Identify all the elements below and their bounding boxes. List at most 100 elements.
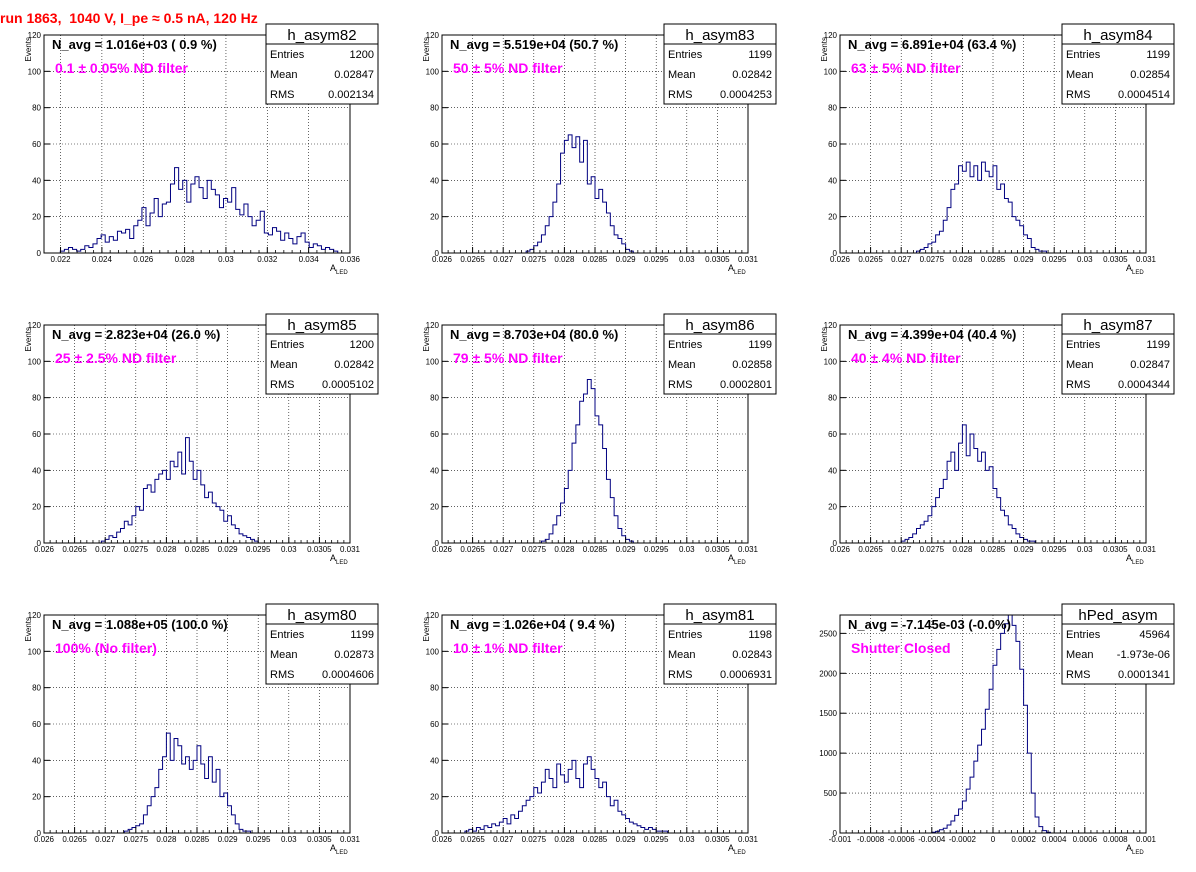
stat-value: -1.973e-06	[1117, 649, 1170, 661]
x-axis-label: ALED	[1126, 843, 1144, 856]
x-tick-label: 0.026	[432, 545, 453, 554]
x-axis-label-sub: LED	[1132, 850, 1144, 856]
histogram-title: hPed_asym	[1078, 607, 1157, 624]
x-tick-label: 0.0275	[522, 545, 547, 554]
x-tick-label: 0.029	[616, 255, 637, 264]
x-tick-label: 0.027	[493, 255, 514, 264]
stat-label: Mean	[1066, 359, 1094, 371]
x-tick-label: 0.0285	[185, 835, 210, 844]
x-tick-label: -0.0006	[888, 835, 916, 844]
x-tick-label: 0.0295	[246, 835, 271, 844]
x-tick-label: 0.0285	[583, 545, 608, 554]
y-tick-label: 20	[828, 503, 837, 512]
x-axis-label-sub: LED	[734, 560, 746, 566]
x-tick-label: 0.028	[156, 835, 177, 844]
x-tick-label: 0.0004	[1042, 835, 1067, 844]
stat-label: Mean	[270, 649, 298, 661]
x-tick-label: 0.03	[281, 835, 297, 844]
x-tick-label: 0.031	[340, 545, 361, 554]
y-axis-label: Events	[24, 617, 33, 641]
x-axis-label: ALED	[330, 263, 348, 276]
x-axis-label: ALED	[728, 843, 746, 856]
y-tick-label: 80	[32, 394, 41, 403]
x-axis-label-main: A	[330, 263, 336, 273]
histogram-panel-4: 0.026 0.0265 0.027 0.0275 0.028 0.0285 0.029 0.…	[24, 313, 379, 566]
x-tick-label: 0.0295	[644, 255, 669, 264]
stat-label: Mean	[668, 649, 696, 661]
stat-label: Mean	[270, 359, 298, 371]
navg-label: N_avg = -7.145e-03 (-0.0%)	[848, 617, 1011, 632]
stat-value: 1199	[350, 629, 374, 641]
x-axis-label-sub: LED	[1132, 270, 1144, 276]
x-axis-label-main: A	[330, 843, 336, 853]
stat-label: Entries	[1066, 339, 1101, 351]
x-tick-label: 0.031	[738, 835, 759, 844]
stat-value: 0.0005102	[322, 379, 374, 391]
filter-note: 40 ± 4% ND filter	[851, 350, 961, 366]
x-tick-label: 0.027	[95, 545, 116, 554]
stat-label: RMS	[1066, 379, 1090, 391]
y-tick-label: 100	[824, 357, 838, 366]
x-tick-label: 0.032	[257, 255, 278, 264]
stat-value: 0.0001341	[1118, 669, 1170, 681]
stat-label: Mean	[1066, 69, 1094, 81]
x-tick-label: 0.0305	[307, 835, 332, 844]
histogram-panel-3: 0.026 0.0265 0.027 0.0275 0.028 0.0285 0.029 0.…	[820, 23, 1175, 276]
x-tick-label: 0.028	[952, 255, 973, 264]
stats-box	[265, 603, 379, 685]
y-tick-label: 2000	[819, 669, 837, 678]
stat-label: RMS	[270, 89, 294, 101]
x-tick-label: 0.0265	[858, 545, 883, 554]
x-axis-label-main: A	[728, 843, 734, 853]
filter-note: 10 ± 1% ND filter	[453, 640, 563, 656]
stat-value: 0.02842	[732, 69, 772, 81]
navg-label: N_avg = 2.823e+04 (26.0 %)	[52, 327, 220, 342]
y-tick-label: 0	[435, 249, 440, 258]
x-axis-label: ALED	[1126, 263, 1144, 276]
y-tick-label: 0	[833, 829, 838, 838]
histogram-title: h_asym82	[287, 27, 356, 44]
x-tick-label: 0.029	[616, 835, 637, 844]
y-axis-label: Events	[820, 327, 829, 351]
histogram-title: h_asym80	[287, 607, 356, 624]
stat-value: 0.02873	[334, 649, 374, 661]
y-tick-label: 100	[28, 357, 42, 366]
histogram-title: h_asym84	[1083, 27, 1152, 44]
y-tick-label: 100	[426, 647, 440, 656]
y-tick-label: 0	[37, 539, 42, 548]
stat-value: 0.0004606	[322, 669, 374, 681]
stat-label: RMS	[270, 669, 294, 681]
x-tick-label: 0.029	[218, 545, 239, 554]
stat-value: 1199	[1146, 49, 1170, 61]
filter-note: 100% (No filter)	[55, 640, 157, 656]
histogram-title: h_asym86	[685, 317, 754, 334]
stat-value: 0.002134	[328, 89, 374, 101]
x-tick-label: 0.026	[830, 255, 851, 264]
y-tick-label: 120	[28, 611, 42, 620]
x-tick-label: 0.03	[218, 255, 234, 264]
x-axis-label-main: A	[728, 263, 734, 273]
y-axis-label: Events	[820, 37, 829, 61]
x-tick-label: 0.028	[554, 255, 575, 264]
histogram-series	[442, 379, 748, 544]
x-tick-label: 0.031	[1136, 255, 1157, 264]
x-tick-label: 0.028	[554, 835, 575, 844]
navg-label: N_avg = 1.016e+03 ( 0.9 %)	[52, 37, 217, 52]
stat-label: Entries	[668, 49, 703, 61]
x-tick-label: -0.0002	[949, 835, 977, 844]
y-tick-label: 120	[426, 611, 440, 620]
x-tick-label: 0.0265	[62, 835, 87, 844]
x-tick-label: 0.0265	[460, 835, 485, 844]
y-tick-label: 100	[28, 647, 42, 656]
stat-value: 0.0006931	[720, 669, 772, 681]
y-tick-label: 100	[426, 67, 440, 76]
y-axis-label: Events	[422, 327, 431, 351]
x-tick-label: 0.0275	[522, 835, 547, 844]
y-tick-label: 60	[32, 140, 41, 149]
x-tick-label: 0.001	[1136, 835, 1157, 844]
histogram-series	[442, 756, 748, 834]
x-tick-label: 0.0265	[62, 545, 87, 554]
x-tick-label: 0.0275	[124, 835, 149, 844]
x-tick-label: 0.024	[92, 255, 113, 264]
x-tick-label: 0.0285	[185, 545, 210, 554]
